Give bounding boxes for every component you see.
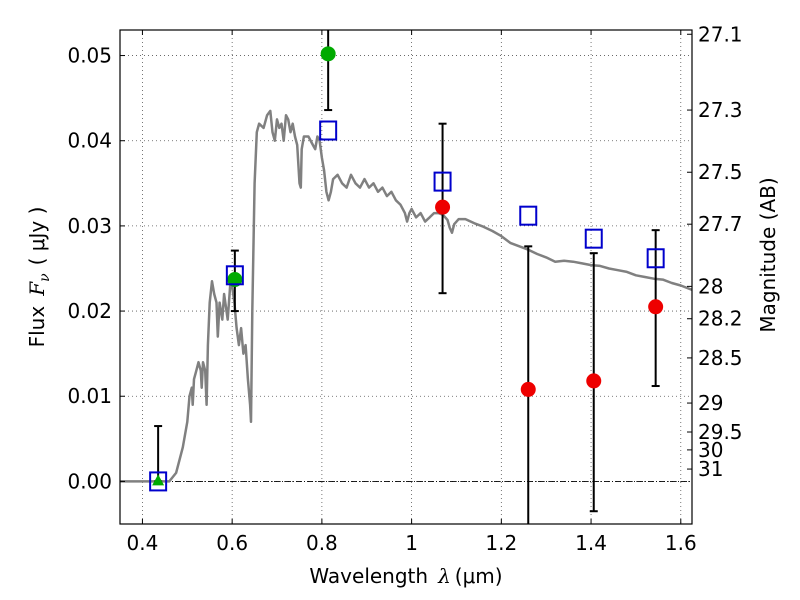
- model-point-square: [646, 248, 665, 269]
- y-axis-label: Flux Fν ( μJy ): [25, 207, 53, 348]
- y-tick-label: 0.00: [67, 469, 112, 493]
- y2-tick-label: 28.2: [698, 307, 743, 331]
- y2-tick-label: 29: [698, 391, 723, 415]
- observed-point: [435, 199, 451, 215]
- x-tick-label: 0.6: [216, 531, 248, 555]
- model-point-square: [319, 120, 338, 141]
- y2-tick-label: 28.5: [698, 346, 743, 370]
- x-tick-label: 1.4: [575, 531, 607, 555]
- marker-layer: [149, 46, 665, 492]
- y2-tick-label: 29.5: [698, 420, 743, 444]
- y-tick-label: 0.04: [67, 129, 112, 153]
- observed-point: [586, 373, 602, 389]
- y2-axis-label: Magnitude (AB): [756, 177, 780, 332]
- x-axis-label-unit: (μm): [455, 564, 503, 588]
- y2-tick-label: 27.1: [698, 22, 743, 46]
- y-axis-label-unit: ( μJy ): [25, 207, 49, 266]
- plot-area: [120, 30, 692, 524]
- observed-point-triangle: [152, 474, 165, 486]
- model-point-square: [225, 265, 244, 286]
- y-tick-label: 0.05: [67, 44, 112, 68]
- y-axis-label-symbol: F: [25, 281, 49, 297]
- x-tick-label: 0.4: [127, 531, 159, 555]
- x-axis-label-symbol: λ: [437, 564, 451, 588]
- x-tick-label: 0.8: [306, 531, 338, 555]
- observed-point: [320, 46, 336, 62]
- y2-tick-label: 28: [698, 274, 723, 298]
- y2-tick-label: 31: [698, 457, 723, 481]
- y-axis-label-subscript: ν: [37, 273, 53, 282]
- x-tick-label: 1.2: [485, 531, 517, 555]
- x-tick-labels: 0.4 0.6 0.8 1 1.2 1.4 1.6: [127, 531, 697, 555]
- model-point-square: [584, 228, 603, 249]
- y-tick-label: 0.03: [67, 214, 112, 238]
- model-spectrum-line: [120, 109, 692, 483]
- y-tick-label: 0.02: [67, 299, 112, 323]
- y2-tick-label: 27.3: [698, 98, 743, 122]
- x-axis-label-prefix: Wavelength: [309, 564, 428, 588]
- model-point-square: [519, 205, 538, 226]
- y-axis-label-prefix: Flux: [25, 306, 49, 348]
- y2-tick-label: 27.5: [698, 160, 743, 184]
- x-tick-label: 1: [405, 531, 418, 555]
- y-tick-labels: 0.00 0.01 0.02 0.03 0.04 0.05: [67, 44, 112, 494]
- y2-tick-label: 30: [698, 438, 723, 462]
- observed-point: [648, 299, 664, 315]
- model-spectrum-layer: [120, 109, 692, 483]
- tick-marks: [120, 30, 692, 524]
- x-tick-label: 1.6: [665, 531, 697, 555]
- observed-point: [520, 381, 536, 397]
- x-axis-label: Wavelength λ (μm): [309, 564, 502, 588]
- model-point-square: [433, 171, 452, 192]
- y2-tick-label: 27.7: [698, 212, 743, 236]
- plot-frame: [119, 29, 693, 525]
- y-tick-label: 0.01: [67, 384, 112, 408]
- model-point-square: [149, 471, 168, 492]
